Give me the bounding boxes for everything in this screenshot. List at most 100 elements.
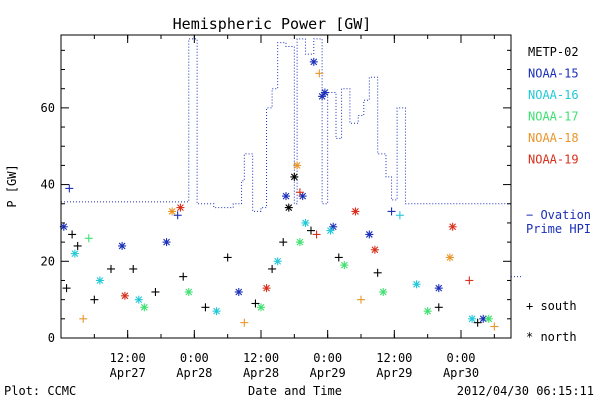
footer-left: Plot: CCMC [4, 384, 76, 398]
data-point [423, 307, 432, 316]
x-tick-date-label: Apr27 [110, 366, 146, 380]
data-point [434, 284, 443, 293]
data-point [118, 241, 127, 250]
plot-frame [60, 34, 512, 339]
footer-right: 2012/04/30 06:15:11 [457, 384, 594, 398]
data-point [62, 284, 71, 293]
data-point [120, 291, 129, 300]
data-point [484, 314, 493, 323]
data-point [59, 222, 68, 231]
x-tick-time-label: 0:00 [447, 351, 476, 365]
data-point [295, 188, 304, 197]
x-tick-date-label: Apr30 [443, 366, 479, 380]
data-point [468, 314, 477, 323]
y-tick-label: 60 [41, 101, 55, 115]
x-tick-time-label: 12:00 [243, 351, 279, 365]
data-point [351, 207, 360, 216]
data-point [295, 238, 304, 247]
data-point [273, 257, 282, 266]
data-point [293, 161, 302, 170]
data-point [282, 192, 290, 201]
data-point [315, 69, 324, 78]
data-point [387, 207, 396, 216]
legend-entry: NOAA-15 [528, 67, 579, 81]
legend-entry: NOAA-18 [528, 131, 579, 145]
data-point [445, 253, 454, 262]
data-point [268, 264, 277, 273]
data-point [473, 318, 482, 327]
data-point [234, 287, 243, 296]
data-point [201, 303, 210, 312]
legend-entry: NOAA-17 [528, 110, 579, 124]
data-point [129, 264, 138, 273]
data-point [134, 295, 143, 304]
legend: METP-02 NOAA-15 NOAA-16 NOAA-17 NOAA-18 NOAA-… [511, 45, 591, 344]
data-point [173, 211, 182, 220]
data-point [73, 241, 82, 250]
data-point [84, 234, 93, 243]
legend-symbol-south: + south [526, 299, 577, 313]
data-point [379, 287, 388, 296]
ovation-prime-line [61, 38, 511, 212]
data-point [279, 238, 288, 247]
x-tick-time-label: 0:00 [313, 351, 342, 365]
data-point [151, 287, 160, 296]
data-point [307, 226, 315, 235]
data-point [448, 222, 457, 231]
legend-ovation-label-2: Prime HPI [526, 222, 591, 236]
data-point [257, 303, 265, 312]
data-point [412, 280, 421, 289]
data-point [240, 318, 249, 327]
x-axis-label: Date and Time [248, 384, 342, 398]
data-point [262, 284, 271, 293]
y-tick-label: 40 [41, 178, 55, 192]
legend-entry: NOAA-19 [528, 153, 579, 167]
data-points-layer [59, 57, 499, 331]
data-point [65, 184, 74, 193]
x-tick-date-label: Apr29 [376, 366, 412, 380]
data-point [301, 218, 310, 227]
data-point [140, 303, 149, 312]
data-point [334, 253, 343, 262]
x-tick-date-label: Apr28 [243, 366, 279, 380]
legend-entry: METP-02 [528, 45, 579, 59]
data-point [162, 238, 171, 247]
data-point [70, 249, 79, 258]
x-tick-time-label: 12:00 [110, 351, 146, 365]
y-axis: 0 20 40 60 [41, 49, 511, 345]
x-axis: 12:00Apr270:00Apr2812:00Apr280:00Apr2912… [93, 35, 495, 380]
x-tick-time-label: 0:00 [180, 351, 209, 365]
data-point [251, 299, 260, 308]
y-tick-label: 20 [41, 254, 55, 268]
data-point [490, 322, 499, 331]
data-point [340, 261, 349, 270]
chart-title: Hemispheric Power [GW] [173, 15, 372, 33]
x-tick-date-label: Apr28 [176, 366, 212, 380]
data-point [312, 230, 321, 239]
data-point [107, 264, 115, 273]
data-point [168, 207, 177, 216]
data-point [284, 203, 293, 212]
data-point [365, 230, 374, 239]
data-point [176, 203, 185, 212]
data-point [434, 303, 443, 312]
data-point [370, 245, 379, 254]
data-point [184, 287, 193, 296]
y-axis-label: P [GW] [5, 164, 19, 207]
x-tick-date-label: Apr29 [310, 366, 346, 380]
data-point [320, 88, 329, 97]
legend-entry: NOAA-16 [528, 88, 579, 102]
data-point [79, 314, 88, 323]
data-point [373, 268, 382, 277]
data-point [290, 172, 299, 181]
data-point [68, 230, 77, 239]
data-point [95, 276, 104, 285]
data-point [90, 295, 99, 304]
data-point [395, 211, 404, 220]
data-point [309, 57, 318, 66]
data-point [326, 226, 335, 235]
legend-symbol-north: * north [526, 330, 577, 344]
data-point [357, 295, 365, 304]
data-point [223, 253, 232, 262]
